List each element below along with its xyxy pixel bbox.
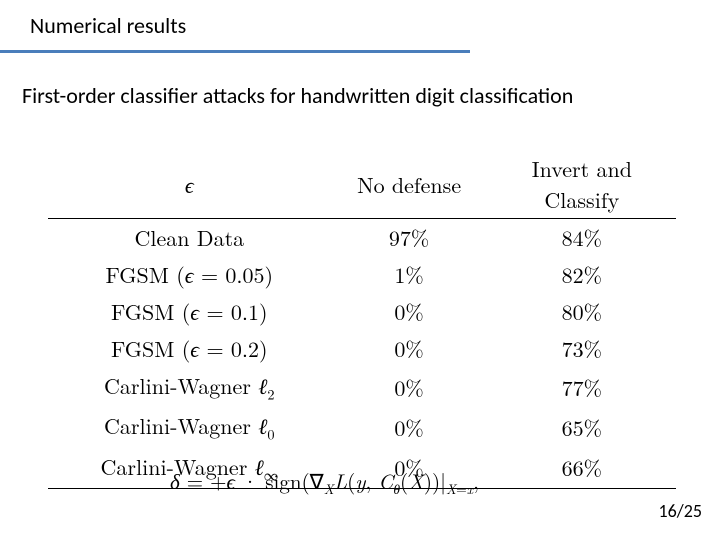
cell-no-defense: 97% bbox=[331, 219, 488, 257]
row-label: FGSM (ϵ = 0.2) bbox=[48, 330, 331, 367]
row-label: Carlini-Wagner ℓ0 bbox=[48, 407, 331, 447]
cell-no-defense: 0% bbox=[331, 330, 488, 367]
formula: δ = +ϵ · sign(∇XL(y, Cθ(X))|X=x, bbox=[170, 466, 479, 498]
cell-invert-classify: 84% bbox=[488, 219, 676, 257]
cell-invert-classify: 65% bbox=[488, 407, 676, 447]
row-label: Clean Data bbox=[48, 219, 331, 257]
slide-subtitle: First-order classifier attacks for handw… bbox=[22, 82, 573, 109]
table-row: Carlini-Wagner ℓ00%65% bbox=[48, 407, 676, 447]
table-row: FGSM (ϵ = 0.2)0%73% bbox=[48, 330, 676, 367]
table-row: Clean Data97%84% bbox=[48, 219, 676, 257]
header-no-defense: No defense bbox=[331, 150, 488, 219]
cell-no-defense: 0% bbox=[331, 367, 488, 407]
cell-invert-classify: 77% bbox=[488, 367, 676, 407]
cell-no-defense: 0% bbox=[331, 293, 488, 330]
cell-invert-classify: 80% bbox=[488, 293, 676, 330]
header-invert-classify: Invert and Classify bbox=[488, 150, 676, 219]
table-row: FGSM (ϵ = 0.05)1%82% bbox=[48, 256, 676, 293]
section-divider bbox=[0, 50, 470, 53]
cell-no-defense: 1% bbox=[331, 256, 488, 293]
table-body: Clean Data97%84%FGSM (ϵ = 0.05)1%82%FGSM… bbox=[48, 219, 676, 489]
page-number: 16/25 bbox=[659, 500, 702, 522]
row-label: FGSM (ϵ = 0.05) bbox=[48, 256, 331, 293]
row-label: Carlini-Wagner ℓ2 bbox=[48, 367, 331, 407]
cell-invert-classify: 66% bbox=[488, 448, 676, 489]
table-row: FGSM (ϵ = 0.1)0%80% bbox=[48, 293, 676, 330]
section-title: Numerical results bbox=[30, 12, 186, 39]
cell-invert-classify: 82% bbox=[488, 256, 676, 293]
results-table: ϵ No defense Invert and Classify Clean D… bbox=[48, 150, 676, 489]
table-row: Carlini-Wagner ℓ20%77% bbox=[48, 367, 676, 407]
row-label: FGSM (ϵ = 0.1) bbox=[48, 293, 331, 330]
cell-invert-classify: 73% bbox=[488, 330, 676, 367]
cell-no-defense: 0% bbox=[331, 407, 488, 447]
header-epsilon: ϵ bbox=[185, 169, 194, 200]
table-header-row: ϵ No defense Invert and Classify bbox=[48, 150, 676, 219]
